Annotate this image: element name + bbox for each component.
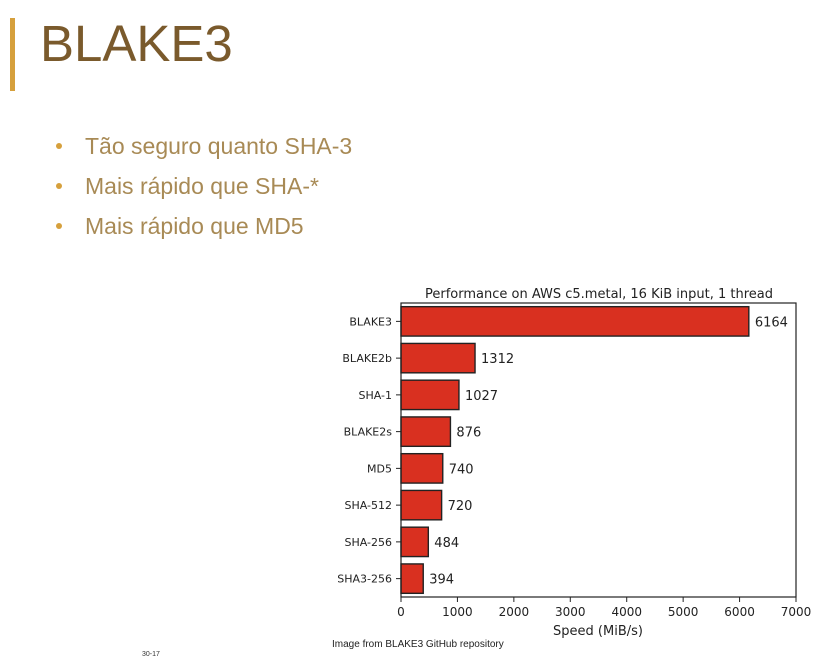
bullet-dot-icon [56, 143, 62, 149]
x-tick-label: 1000 [442, 605, 473, 619]
x-tick-label: 0 [397, 605, 405, 619]
bar-value-label: 876 [456, 426, 481, 441]
bar-sha3-256 [400, 563, 424, 595]
x-axis-label: Speed (MiB/s) [553, 624, 643, 639]
image-caption: Image from BLAKE3 GitHub repository [332, 639, 504, 650]
plot-frame [400, 302, 797, 598]
y-tick-label: MD5 [367, 462, 392, 475]
x-tick-label: 7000 [781, 605, 812, 619]
bar-sha-1 [400, 379, 460, 411]
bullet-text: Mais rápido que MD5 [85, 212, 304, 239]
bullet-item: Tão seguro quanto SHA-3 [52, 126, 352, 166]
y-tick-label: SHA-256 [344, 536, 392, 549]
bar-md5 [400, 452, 444, 484]
bullet-item: Mais rápido que SHA-* [52, 166, 352, 206]
bar-blake2b [400, 342, 476, 374]
y-tick-label: BLAKE2b [342, 352, 392, 365]
page-number: 30-17 [142, 651, 160, 658]
bullet-dot-icon [56, 223, 62, 229]
bar-sha-512 [400, 489, 443, 521]
x-tick-label: 2000 [499, 605, 530, 619]
title-accent-bar [10, 18, 15, 91]
bar-value-label: 740 [449, 462, 474, 477]
bullet-text: Tão seguro quanto SHA-3 [85, 132, 353, 159]
bar-value-label: 6164 [755, 315, 788, 330]
x-tick-label: 4000 [611, 605, 642, 619]
bar-value-label: 1312 [481, 352, 514, 367]
chart-title: Performance on AWS c5.metal, 16 KiB inpu… [425, 287, 773, 302]
y-tick-label: SHA-512 [344, 499, 392, 512]
bar-value-label: 1027 [465, 389, 498, 404]
bar-value-label: 394 [429, 573, 454, 588]
bar-blake2s [400, 416, 452, 448]
x-tick-label: 5000 [668, 605, 699, 619]
y-tick-label: SHA3-256 [337, 573, 392, 586]
bar-sha-256 [400, 526, 430, 558]
y-tick-label: BLAKE3 [349, 315, 392, 328]
bullet-item: Mais rápido que MD5 [52, 206, 352, 246]
bar-value-label: 484 [434, 536, 459, 551]
x-tick-label: 6000 [724, 605, 755, 619]
bullet-list: Tão seguro quanto SHA-3 Mais rápido que … [52, 126, 352, 246]
bar-value-label: 720 [448, 499, 473, 514]
bar-blake3 [400, 305, 750, 337]
slide-title: BLAKE3 [40, 15, 233, 72]
y-tick-label: BLAKE2s [344, 426, 393, 439]
y-tick-label: SHA-1 [358, 389, 392, 402]
bullet-dot-icon [56, 183, 62, 189]
x-tick-label: 3000 [555, 605, 586, 619]
bullet-text: Mais rápido que SHA-* [85, 172, 319, 199]
